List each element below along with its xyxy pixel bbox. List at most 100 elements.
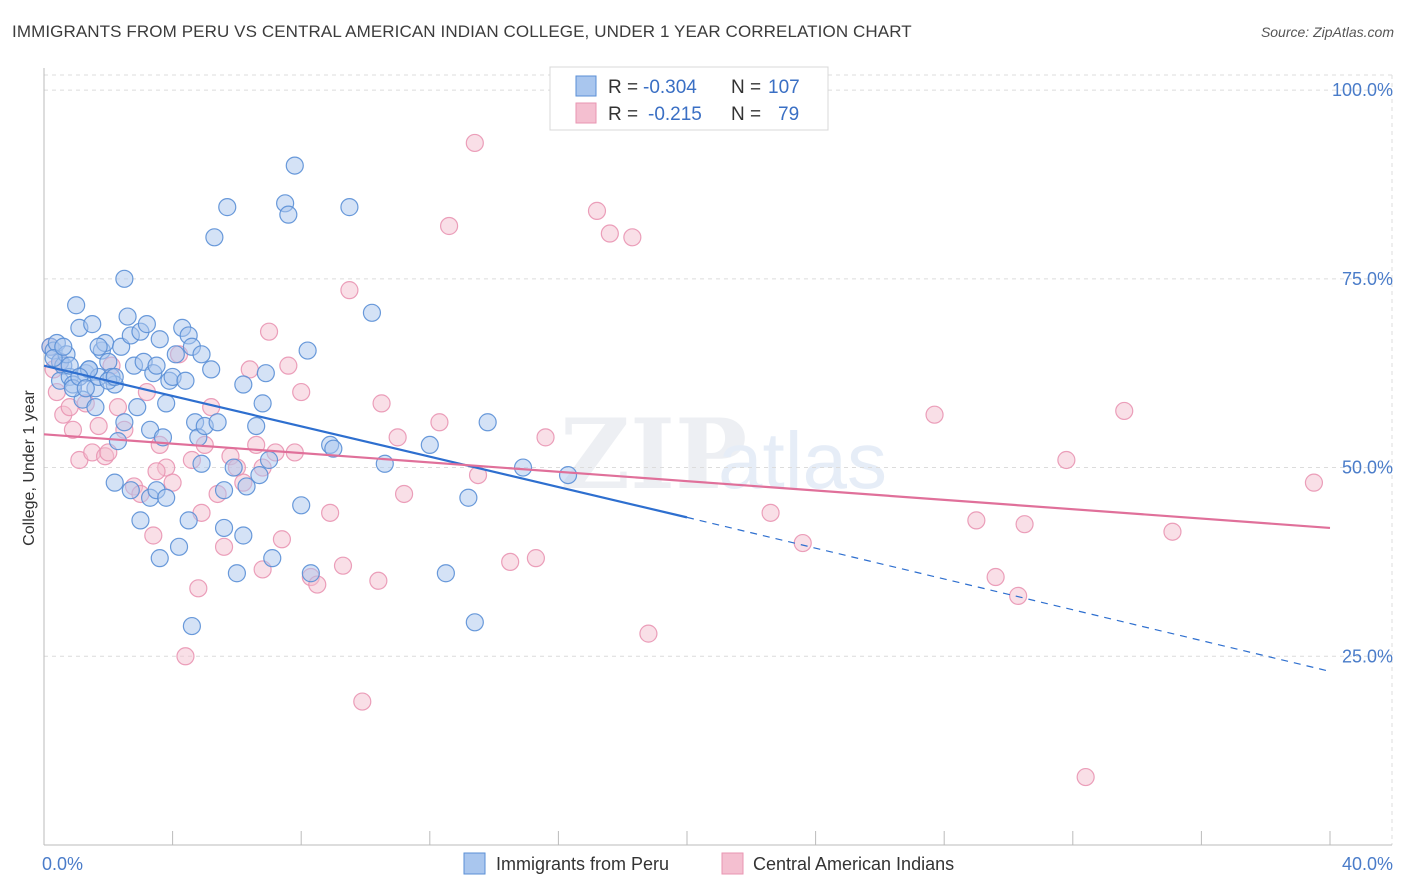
pink-point-52	[439, 216, 459, 236]
pink-point-59	[600, 224, 619, 243]
blue-point-64	[298, 341, 317, 360]
bottom-legend-label-blue: Immigrants from Peru	[496, 854, 669, 874]
pink-point-49	[388, 428, 407, 447]
pink-point-9	[89, 416, 108, 436]
watermark: ZIP atlas	[560, 398, 887, 511]
blue-point-65	[301, 564, 320, 583]
y-axis-label: College, Under 1 year	[21, 390, 38, 546]
blue-point-61	[279, 205, 298, 224]
pink-point-20	[163, 473, 182, 492]
blue-point-28	[128, 398, 147, 417]
blue-point-89	[263, 549, 282, 568]
blue-point-53	[224, 458, 243, 477]
pink-point-66	[986, 567, 1005, 587]
blue-point-19	[99, 352, 118, 371]
blue-point-87	[227, 564, 246, 583]
pink-trend-line	[43, 433, 1331, 530]
pink-point-22	[176, 647, 195, 666]
blue-point-101	[214, 481, 234, 500]
pink-point-53	[465, 133, 484, 153]
legend-n-value-pink: 79	[778, 104, 799, 125]
blue-point-14	[83, 315, 102, 334]
pink-point-32	[240, 360, 259, 379]
pink-point-45	[340, 281, 359, 300]
x-tick-label-0: 0.0%	[42, 854, 83, 874]
blue-point-62	[285, 156, 304, 175]
pink-point-46	[353, 692, 372, 711]
blue-point-97	[89, 337, 108, 356]
blue-point-83	[169, 537, 189, 556]
legend-r-value-blue: -0.304	[643, 77, 697, 98]
pink-point-35	[259, 322, 279, 341]
blue-point-24	[115, 269, 134, 288]
blue-point-86	[192, 345, 211, 364]
pink-point-38	[279, 356, 298, 375]
blue-point-46	[192, 454, 211, 473]
watermark-zip: ZIP	[560, 398, 747, 511]
pink-point-40	[292, 382, 311, 402]
blue-point-55	[237, 477, 256, 496]
blue-point-76	[513, 458, 533, 477]
blue-point-48	[202, 360, 221, 379]
blue-point-72	[436, 564, 455, 583]
blue-point-56	[247, 416, 266, 436]
blue-point-90	[131, 511, 150, 530]
blue-point-63	[292, 496, 311, 515]
pink-point-74	[147, 462, 166, 481]
pink-point-72	[1163, 522, 1182, 541]
pink-point-71	[1115, 401, 1134, 421]
bottom-legend: Immigrants from Peru Central American In…	[463, 852, 954, 875]
blue-point-74	[465, 613, 484, 632]
x-tick-label-1: 40.0%	[1342, 854, 1393, 874]
pink-point-67	[1009, 586, 1028, 605]
pink-point-24	[189, 579, 208, 598]
pink-point-55	[501, 552, 520, 572]
legend-r-label-pink: R =	[608, 104, 638, 125]
legend-n-label-pink: N =	[731, 104, 761, 125]
blue-point-51	[214, 518, 234, 538]
blue-trend-line	[43, 364, 688, 519]
pink-point-17	[144, 526, 163, 545]
pink-point-37	[272, 530, 292, 549]
pink-point-64	[925, 405, 944, 424]
blue-point-40	[166, 345, 185, 364]
trend-lines	[43, 364, 1331, 672]
axes	[43, 68, 1392, 846]
blue-point-34	[147, 356, 166, 375]
blue-point-94	[115, 413, 134, 432]
pink-point-68	[1015, 515, 1034, 534]
blue-point-69	[362, 303, 382, 322]
blue-point-31	[137, 315, 156, 334]
blue-point-50	[208, 413, 227, 432]
blue-point-78	[105, 473, 124, 492]
pink-point-47	[369, 571, 388, 590]
legend-swatch-blue	[575, 75, 597, 97]
bottom-legend-label-pink: Central American Indians	[753, 854, 954, 874]
pink-point-12	[108, 398, 128, 417]
blue-point-49	[205, 228, 224, 247]
blue-point-58	[253, 394, 272, 413]
pink-point-50	[394, 484, 414, 504]
blue-point-84	[179, 511, 198, 530]
pink-point-65	[967, 511, 986, 530]
pink-point-62	[761, 503, 780, 522]
pink-point-51	[430, 413, 449, 432]
blue-point-82	[150, 549, 169, 568]
blue-point-92	[86, 398, 105, 417]
blue-point-68	[340, 198, 359, 217]
legend-r-value-pink: -0.215	[648, 104, 702, 125]
blue-point-71	[420, 435, 439, 455]
blue-point-35	[150, 330, 169, 349]
blue-point-104	[54, 337, 73, 356]
y-tick-label-2: 75.0%	[1342, 269, 1393, 289]
chart-title: IMMIGRANTS FROM PERU VS CENTRAL AMERICAN…	[12, 22, 912, 41]
blue-point-75	[478, 413, 497, 432]
y-tick-labels: 25.0% 50.0% 75.0% 100.0%	[1332, 80, 1393, 666]
bottom-legend-swatch-pink	[721, 852, 744, 875]
x-tick-labels: 0.0% 40.0%	[42, 854, 1393, 874]
pink-point-70	[1076, 767, 1095, 787]
bottom-legend-swatch-blue	[463, 852, 486, 875]
blue-point-85	[182, 616, 201, 636]
blue-point-59	[259, 450, 279, 470]
